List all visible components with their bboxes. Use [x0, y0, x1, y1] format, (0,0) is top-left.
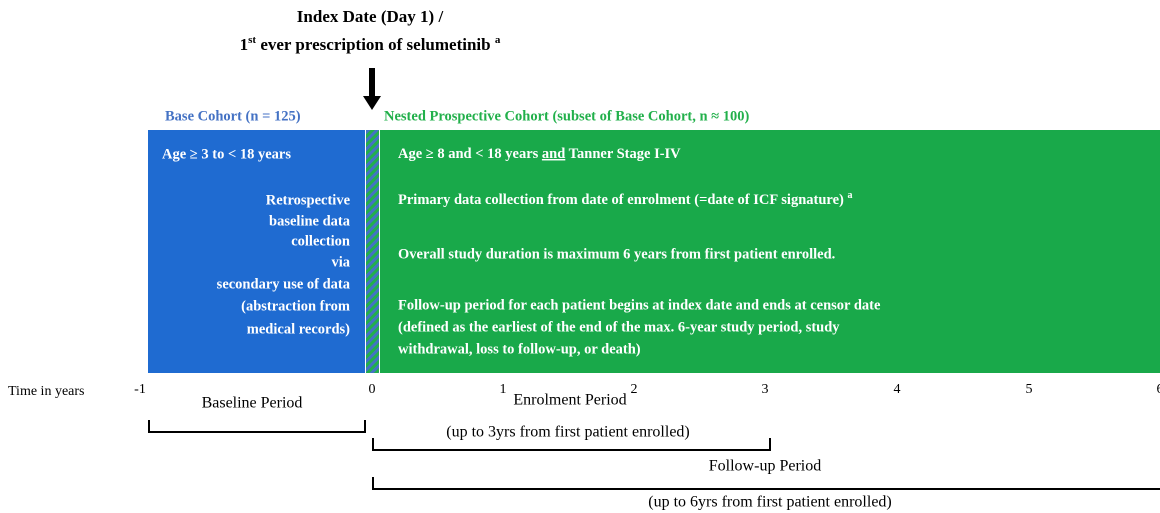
enrolment-period: Enrolment Period — [513, 392, 626, 409]
age-tanner: Tanner Stage I-IV — [565, 146, 681, 162]
tick-label: 3 — [762, 382, 769, 397]
nested-cohort-box — [380, 130, 1160, 373]
overlap-strip — [366, 130, 379, 373]
primary-text: Primary data collection from date of enr… — [398, 192, 848, 208]
study-duration: Overall study duration is maximum 6 year… — [398, 246, 835, 262]
description-line: medical records) — [247, 321, 350, 337]
title-line1: Index Date (Day 1) / — [297, 7, 444, 26]
enrolment-note: (up to 3yrs from first patient enrolled) — [446, 424, 690, 441]
title-line2: 1st ever prescription of selumetinib a — [240, 34, 501, 54]
age-text: Age ≥ 8 and < 18 years — [398, 146, 542, 162]
base-cohort-label: Base Cohort (n = 125) — [165, 108, 301, 124]
title-text: ever prescription of selumetinib — [256, 35, 495, 54]
tick-label: -1 — [134, 382, 146, 397]
note-marker: a — [495, 34, 501, 46]
tick-label: 6 — [1157, 382, 1160, 397]
description-line: Retrospective — [266, 192, 351, 208]
base-description: Retrospective baseline data collection via s… — [217, 192, 351, 337]
follow-up-line: (defined as the earliest of the end of t… — [398, 319, 840, 335]
tick-label: 4 — [894, 382, 901, 397]
description-line: via — [331, 254, 350, 270]
tick-label: 2 — [631, 382, 638, 397]
age-and: and — [542, 146, 565, 162]
tick-label: 5 — [1026, 382, 1033, 397]
description-line: (abstraction from — [241, 298, 350, 314]
follow-up-bracket — [372, 477, 1160, 490]
tick-label: 1 — [500, 382, 507, 397]
follow-up-description: Follow-up period for each patient begins… — [398, 297, 881, 357]
tick-label: 0 — [369, 382, 376, 397]
enrolment-bracket — [372, 438, 771, 451]
baseline-period: Baseline Period — [202, 395, 303, 412]
follow-up-period: Follow-up Period — [709, 458, 821, 475]
description-line: baseline data — [269, 213, 351, 229]
primary-collection: Primary data collection from date of enr… — [398, 190, 853, 208]
follow-up-note: (up to 6yrs from first patient enrolled) — [648, 494, 892, 511]
ordinal: 1 — [240, 35, 249, 54]
note-marker: a — [848, 190, 853, 201]
description-line: secondary use of data — [217, 276, 351, 292]
follow-up-line: Follow-up period for each patient begins… — [398, 297, 881, 313]
baseline-bracket — [148, 420, 366, 433]
base-age: Age ≥ 3 to < 18 years — [162, 146, 291, 162]
nested-cohort-label: Nested Prospective Cohort (subset of Bas… — [384, 108, 749, 124]
ordinal-suffix: st — [248, 34, 256, 46]
nested-age: Age ≥ 8 and < 18 years and Tanner Stage … — [398, 146, 681, 162]
base-cohort-box — [148, 130, 365, 373]
description-line: collection — [291, 233, 350, 249]
time-ticks: -1 0 1 2 3 4 5 6 — [134, 382, 1160, 397]
axis-label: Time in years — [8, 384, 84, 399]
follow-up-line: withdrawal, loss to follow-up, or death) — [398, 341, 641, 357]
index-arrow — [363, 68, 381, 110]
